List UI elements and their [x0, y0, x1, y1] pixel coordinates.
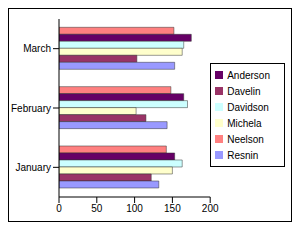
svg-text:0: 0 [56, 203, 62, 214]
html-text:Neelson: Neelson [227, 134, 264, 145]
svg-text:200: 200 [202, 203, 219, 214]
html-text:Resnin: Resnin [227, 150, 259, 161]
html-text:Michela: Michela [227, 118, 262, 129]
svg-text:50: 50 [91, 203, 103, 214]
html-text:Anderson: Anderson [227, 70, 270, 81]
html-text:Davelin: Davelin [227, 86, 261, 97]
svg-text:March: March [23, 43, 51, 54]
svg-text:150: 150 [164, 203, 181, 214]
svg-text:January: January [15, 162, 51, 173]
svg-text:February: February [11, 103, 51, 114]
html-text:Davidson: Davidson [227, 102, 269, 113]
svg-text:100: 100 [126, 203, 143, 214]
